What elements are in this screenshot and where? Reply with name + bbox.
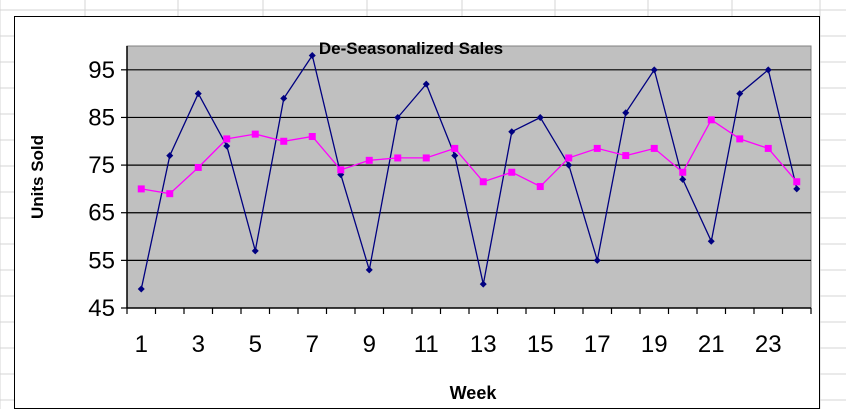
x-tick-label-7: 7 [306,331,319,358]
series-2-point-23 [764,144,772,152]
series-2-point-10 [394,154,402,162]
series-1-point-12 [451,152,459,160]
x-tick-label-9: 9 [363,331,376,358]
x-tick-label-21: 21 [698,331,725,358]
series-1-point-9 [365,266,373,274]
series-2-point-15 [536,183,544,191]
series-2-point-4 [223,135,231,143]
series-2-point-9 [365,156,373,164]
series-2-point-1 [137,185,145,193]
series-1-point-20 [679,175,687,183]
x-tick-label-5: 5 [249,331,262,358]
x-tick-label-17: 17 [584,331,611,358]
y-tick-label-65: 65 [88,200,115,227]
series-2-point-14 [508,168,516,176]
x-tick-label-15: 15 [527,331,554,358]
series-1-point-18 [622,109,630,117]
series-1-point-17 [593,256,601,264]
x-tick-label-23: 23 [755,331,782,358]
series-2-point-19 [650,144,658,152]
series-2-point-5 [251,130,259,138]
series-1-point-23 [764,66,772,74]
y-tick-label-95: 95 [88,57,115,84]
y-axis-title: Units Sold [28,135,47,219]
series-1-point-13 [479,280,487,288]
series-1-line [140,53,798,290]
series-2-point-7 [308,133,316,141]
series-1-point-22 [736,90,744,98]
series-2-point-17 [593,144,601,152]
y-tick-label-55: 55 [88,247,115,274]
x-tick-label-1: 1 [135,331,148,358]
chart-title: De-Seasonalized Sales [319,39,503,58]
y-tick-label-45: 45 [88,295,115,322]
y-axis-ticks: 45 55 65 75 85 95 [88,57,127,322]
series-2-point-8 [337,166,345,174]
series-2-point-22 [736,135,744,143]
x-axis-title: Week [450,383,498,403]
x-tick-label-13: 13 [470,331,497,358]
series-2-point-13 [479,178,487,186]
series-2-point-21 [707,116,715,124]
series-2-point-18 [622,152,630,160]
x-tick-label-3: 3 [192,331,205,358]
series-1-point-1 [137,285,145,293]
series-1-point-24 [793,185,801,193]
series-1-point-7 [308,52,316,60]
series-2-point-3 [194,163,202,171]
series-1-point-21 [707,237,715,245]
x-tick-label-19: 19 [641,331,668,358]
plot-area [126,45,812,309]
y-tick-label-85: 85 [88,104,115,131]
series-1-point-16 [565,161,573,169]
series-1-point-6 [280,94,288,102]
chart-area[interactable]: 45 55 65 75 85 95 1 3 5 7 9 11 13 15 17 19 21 23 De-Seas… [14,16,820,409]
y-tick-label-75: 75 [88,152,115,179]
series-2-point-20 [679,168,687,176]
x-tick-label-11: 11 [414,331,439,358]
series-1-point-4 [223,142,231,150]
series-2-point-16 [565,154,573,162]
series-1-point-19 [650,66,658,74]
series-2-line [141,118,798,195]
series-1-point-14 [508,128,516,136]
series-2-point-12 [451,144,459,152]
series-1-point-2 [166,152,174,160]
series-1-point-11 [422,80,430,88]
series-1-point-15 [536,113,544,121]
series-2-point-2 [166,190,174,198]
series-1-point-5 [251,247,259,255]
series-2-point-6 [280,137,288,145]
series-layer [137,52,801,293]
series-2-point-24 [793,178,801,186]
series-2-point-11 [422,154,430,162]
x-axis-ticks: 1 3 5 7 9 11 13 15 17 19 21 23 [126,308,812,358]
series-1-point-10 [394,113,402,121]
series-1-point-3 [194,90,202,98]
